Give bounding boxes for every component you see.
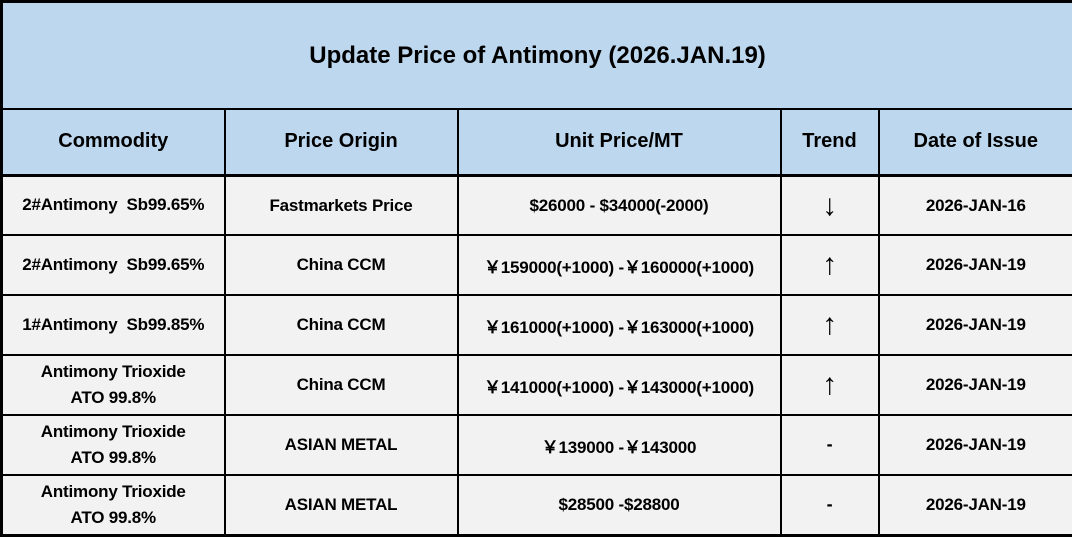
date-cell: 2026-JAN-19 [877, 354, 1072, 417]
table-row: 2#Antimony Sb99.65% China CCM ￥159000(+1… [0, 234, 1072, 297]
up-arrow-icon: ↑ [822, 248, 837, 282]
trend-cell: ↑ [779, 294, 880, 357]
unit-price-cell: ￥141000(+1000) -￥143000(+1000) [456, 354, 782, 417]
unit-price-cell: $26000 - $34000(-2000) [456, 174, 782, 237]
price-origin-cell: ASIAN METAL [223, 474, 459, 537]
date-cell: 2026-JAN-19 [877, 294, 1072, 357]
price-origin-cell: China CCM [223, 294, 459, 357]
flat-dash-icon: - [826, 494, 833, 515]
down-arrow-icon: ↓ [822, 188, 837, 222]
price-origin-cell: China CCM [223, 354, 459, 417]
commodity-cell: 1#Antimony Sb99.85% [0, 294, 226, 357]
price-origin-cell: China CCM [223, 234, 459, 297]
price-origin-cell: Fastmarkets Price [223, 174, 459, 237]
unit-price-cell: $28500 -$28800 [456, 474, 782, 537]
unit-price-cell: ￥159000(+1000) -￥160000(+1000) [456, 234, 782, 297]
price-origin-cell: ASIAN METAL [223, 414, 459, 477]
table-row: 1#Antimony Sb99.85% China CCM ￥161000(+1… [0, 294, 1072, 357]
trend-cell: ↓ [779, 174, 880, 237]
commodity-cell: Antimony Trioxide ATO 99.8% [0, 354, 226, 417]
title-row: Update Price of Antimony (2026.JAN.19) [0, 0, 1072, 111]
commodity-cell: 2#Antimony Sb99.65% [0, 234, 226, 297]
date-cell: 2026-JAN-19 [877, 234, 1072, 297]
trend-cell: - [779, 414, 880, 477]
commodity-cell: 2#Antimony Sb99.65% [0, 174, 226, 237]
unit-price-cell: ￥161000(+1000) -￥163000(+1000) [456, 294, 782, 357]
trend-cell: ↑ [779, 234, 880, 297]
date-cell: 2026-JAN-19 [877, 474, 1072, 537]
column-header-trend: Trend [779, 108, 880, 177]
column-header-date-of-issue: Date of Issue [877, 108, 1072, 177]
table-row: Antimony Trioxide ATO 99.8% ASIAN METAL … [0, 414, 1072, 477]
commodity-cell: Antimony Trioxide ATO 99.8% [0, 414, 226, 477]
trend-cell: - [779, 474, 880, 537]
flat-dash-icon: - [826, 434, 833, 455]
commodity-cell: Antimony Trioxide ATO 99.8% [0, 474, 226, 537]
table-row: Antimony Trioxide ATO 99.8% ASIAN METAL … [0, 474, 1072, 537]
date-cell: 2026-JAN-19 [877, 414, 1072, 477]
trend-cell: ↑ [779, 354, 880, 417]
date-cell: 2026-JAN-16 [877, 174, 1072, 237]
column-header-row: Commodity Price Origin Unit Price/MT Tre… [0, 108, 1072, 177]
page-title: Update Price of Antimony (2026.JAN.19) [0, 0, 1072, 111]
unit-price-cell: ￥139000 -￥143000 [456, 414, 782, 477]
column-header-unit-price: Unit Price/MT [456, 108, 782, 177]
table-row: Antimony Trioxide ATO 99.8% China CCM ￥1… [0, 354, 1072, 417]
table-row: 2#Antimony Sb99.65% Fastmarkets Price $2… [0, 174, 1072, 237]
up-arrow-icon: ↑ [822, 368, 837, 402]
column-header-commodity: Commodity [0, 108, 226, 177]
up-arrow-icon: ↑ [822, 308, 837, 342]
column-header-price-origin: Price Origin [223, 108, 459, 177]
